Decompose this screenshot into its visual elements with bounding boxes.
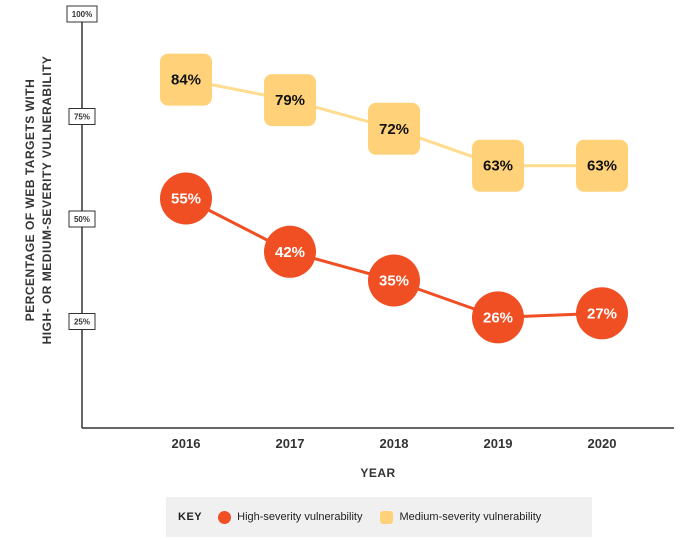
x-tick-label: 2020 — [588, 436, 617, 451]
y-tick-box — [68, 313, 96, 330]
high-severity-vulnerability-marker — [472, 291, 524, 344]
y-tick-group: 100% 75% 50% 25% — [66, 5, 98, 330]
x-tick-label: 2017 — [276, 436, 305, 451]
legend-title: KEY — [178, 511, 203, 523]
x-tick-label: 2019 — [484, 436, 513, 451]
high-severity-vulnerability-marker — [576, 287, 628, 340]
legend-high-severity-label: High-severity vulnerability — [237, 511, 363, 523]
y-axis-title-line-2: HIGH- OR MEDIUM-SEVERITY VULNERABILITY — [40, 56, 54, 345]
legend-medium-severity-label: Medium-severity vulnerability — [399, 511, 542, 523]
medium-severity-vulnerability-marker — [160, 53, 212, 106]
y-axis-title-line-1: PERCENTAGE OF WEB TARGETS WITH — [23, 79, 37, 322]
medium-severity-vulnerability-data-label: 84% — [171, 72, 201, 89]
high-severity-vulnerability-data-label: 35% — [379, 273, 409, 290]
medium-severity-vulnerability-data-label: 63% — [587, 158, 617, 175]
medium-severity-vulnerability-marker — [472, 139, 524, 192]
x-tick-label: 2016 — [172, 436, 201, 451]
high-severity-vulnerability-data-label: 26% — [483, 309, 513, 326]
high-severity-vulnerability-marker — [264, 225, 316, 278]
high-severity-vulnerability-data-label: 55% — [171, 191, 201, 208]
y-tick-label: 50% — [74, 215, 90, 224]
y-tick-label: 75% — [74, 113, 90, 122]
series-group: 84% 79% 72% 63% 63% 55% 42% 35% 26% 27% — [160, 53, 628, 344]
high-severity-vulnerability-data-label: 42% — [275, 244, 305, 261]
medium-severity-vulnerability-data-label: 79% — [275, 92, 305, 109]
x-tick-label: 2018 — [380, 436, 409, 451]
high-severity-vulnerability-marker — [368, 254, 420, 307]
medium-severity-vulnerability-marker — [576, 139, 628, 192]
y-tick-box — [66, 5, 98, 23]
legend-high-severity-marker — [218, 510, 232, 524]
x-axis-title: YEAR — [360, 466, 395, 480]
y-tick-box — [68, 210, 96, 228]
high-severity-vulnerability-marker — [160, 172, 212, 225]
medium-severity-vulnerability-data-label: 63% — [483, 158, 513, 175]
legend: KEY High-severity vulnerability Medium-s… — [166, 497, 592, 537]
high-severity-vulnerability-data-label: 27% — [587, 305, 617, 322]
y-tick-label: 25% — [74, 318, 90, 327]
y-tick-box — [68, 108, 96, 125]
legend-medium-severity-marker — [380, 510, 394, 524]
medium-severity-vulnerability-marker — [264, 74, 316, 127]
medium-severity-vulnerability-data-label: 72% — [379, 121, 409, 138]
line-chart: 100%75%50%25% 2016 2017 2018 2019 2020 YEAR … — [23, 5, 674, 480]
y-tick-label: 100% — [72, 10, 92, 19]
medium-severity-vulnerability-marker — [368, 102, 420, 155]
x-tick-group: 2016 2017 2018 2019 2020 — [172, 436, 617, 451]
